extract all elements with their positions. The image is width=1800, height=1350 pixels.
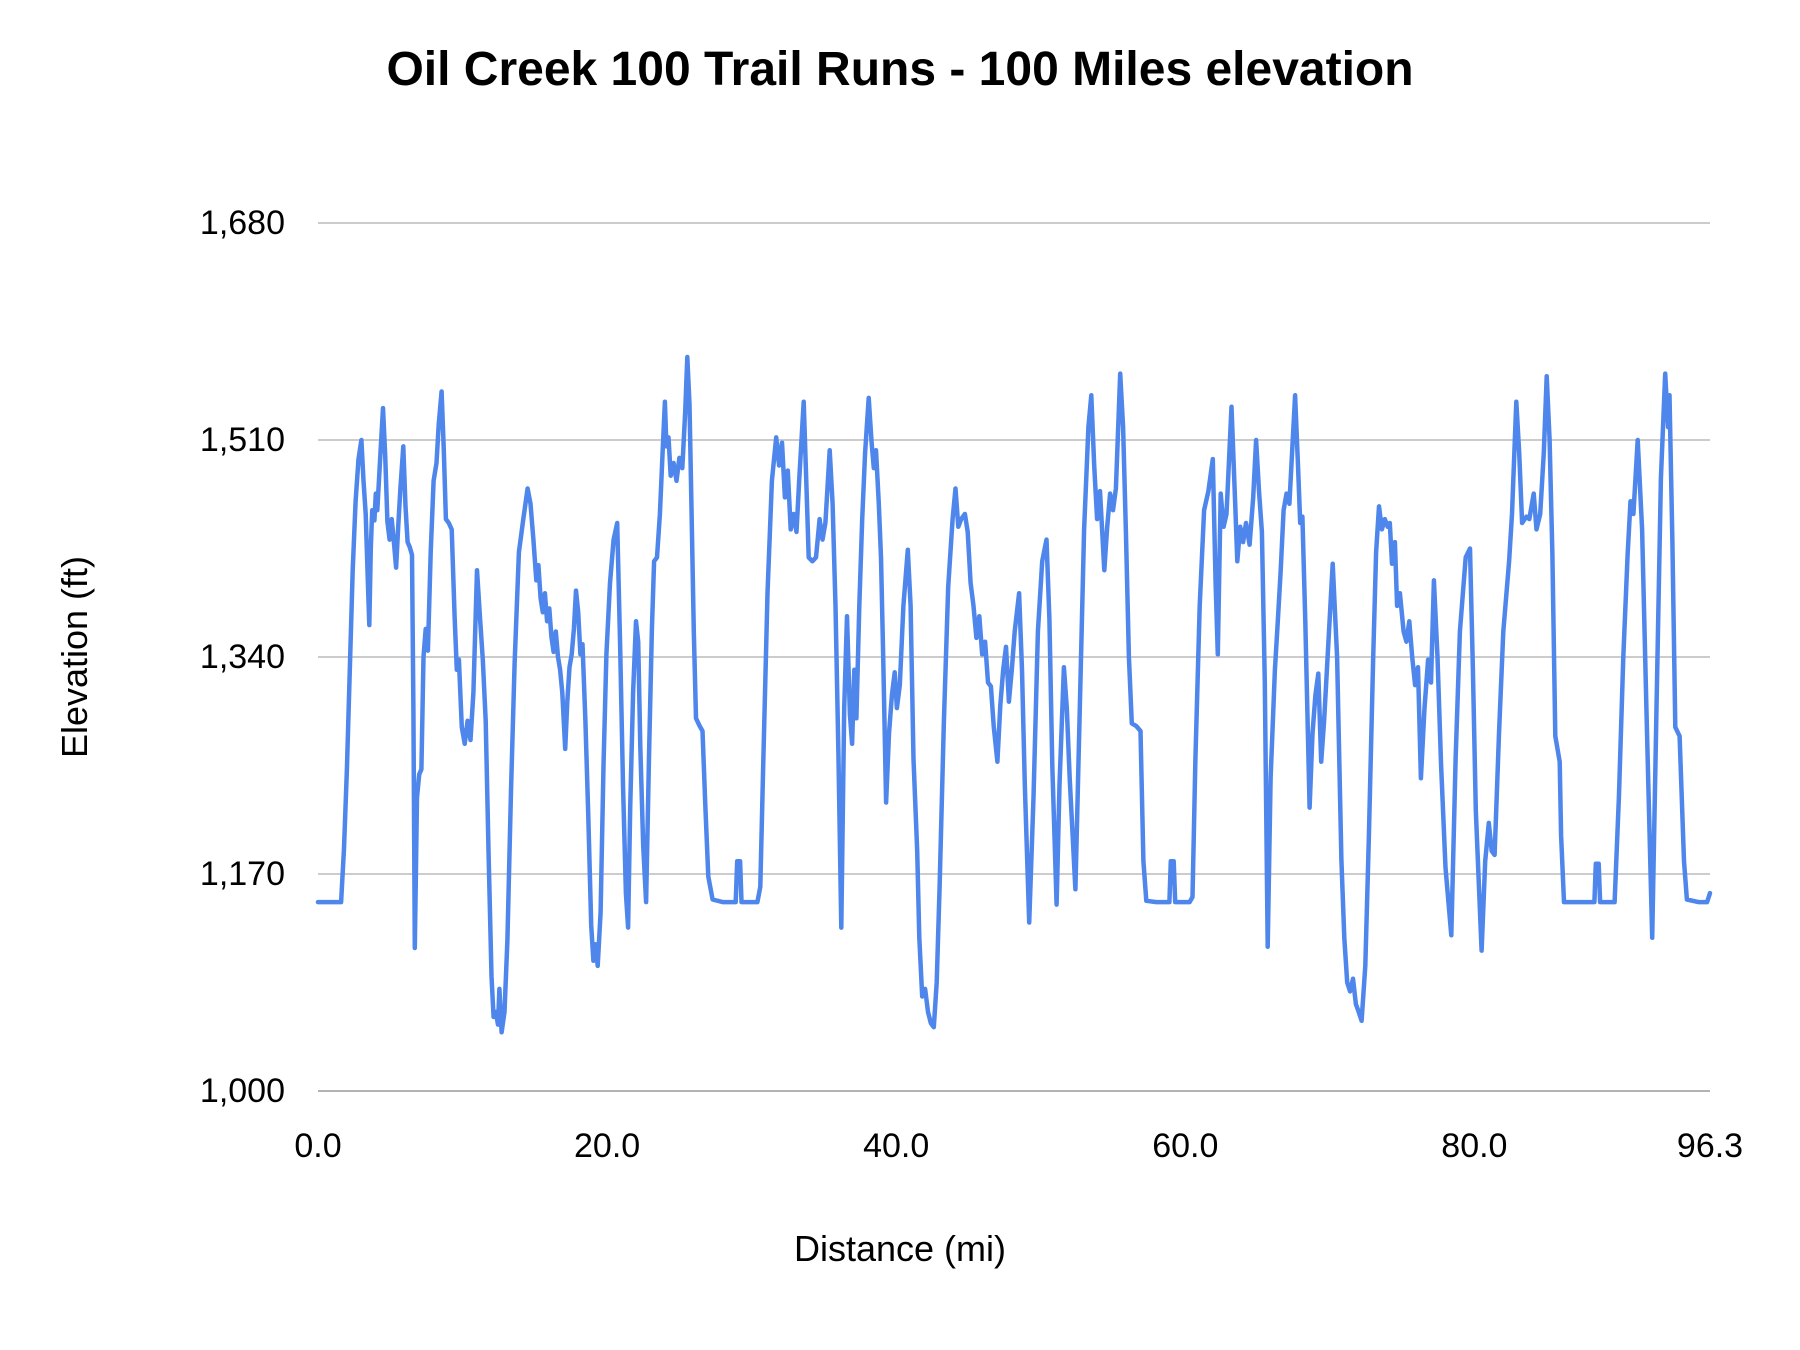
y-tick-label: 1,340 (199, 638, 285, 676)
y-tick-label: 1,000 (199, 1072, 285, 1110)
x-tick-label: 80.0 (1441, 1127, 1508, 1165)
x-axis-title: Distance (mi) (793, 1228, 1007, 1269)
y-tick-label: 1,170 (199, 855, 285, 893)
chart-title: Oil Creek 100 Trail Runs - 100 Miles ele… (386, 43, 1414, 96)
x-tick-label: 20.0 (574, 1127, 641, 1165)
x-tick-label: 0.0 (294, 1127, 342, 1165)
y-tick-label: 1,510 (199, 421, 285, 459)
x-tick-label: 60.0 (1152, 1127, 1219, 1165)
elevation-line (315, 354, 1713, 1035)
y-tick-label: 1,680 (199, 204, 285, 242)
x-tick-label: 40.0 (863, 1127, 930, 1165)
x-tick-label: 96.3 (1676, 1127, 1744, 1165)
